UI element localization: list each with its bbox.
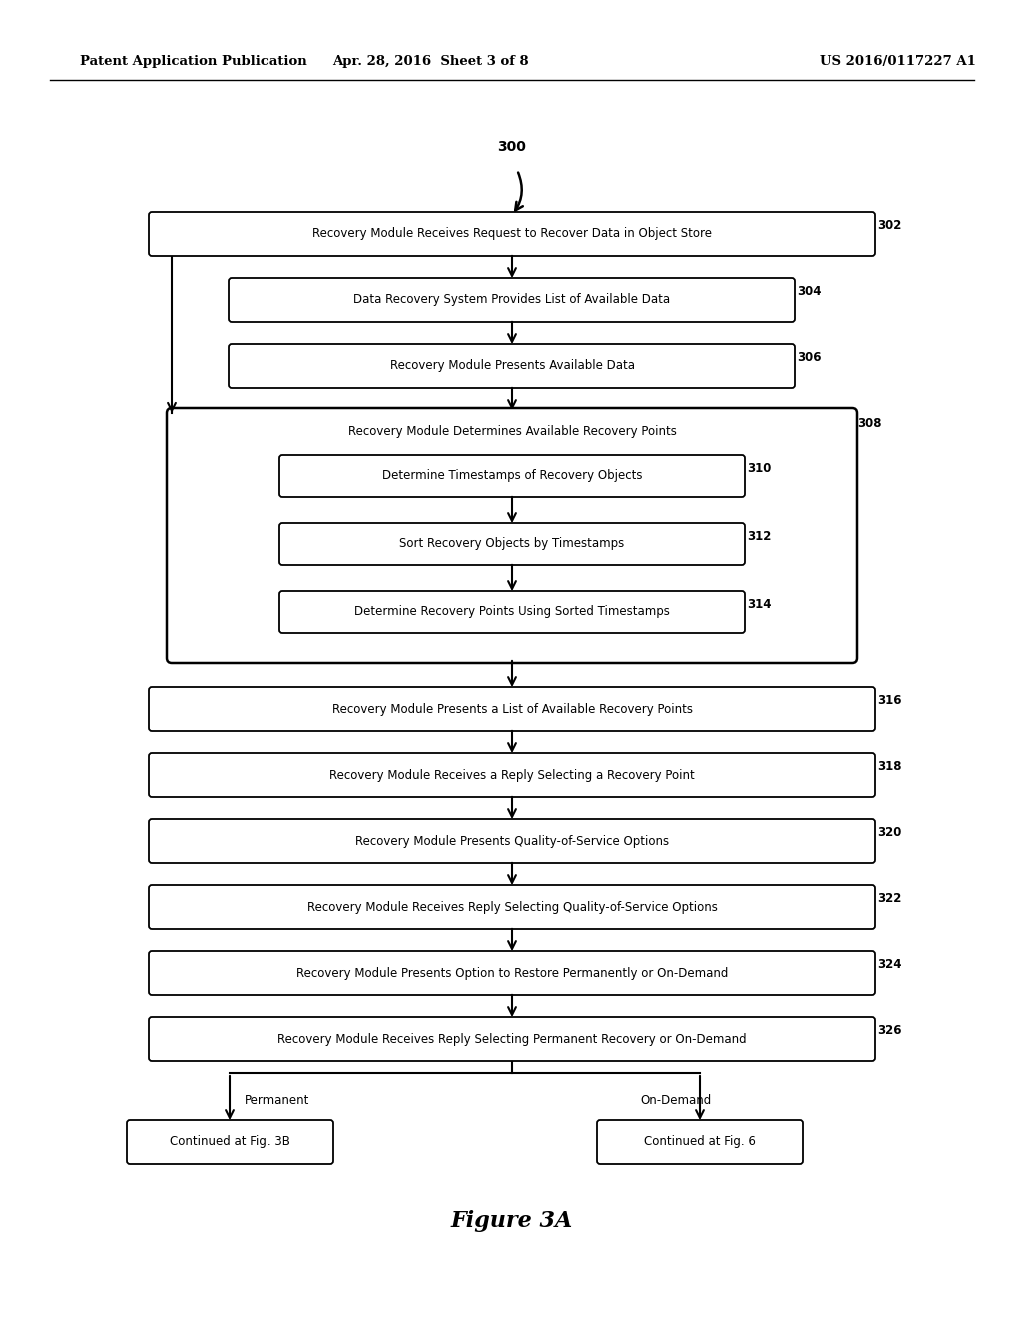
Text: 318: 318 — [877, 760, 901, 774]
FancyBboxPatch shape — [150, 818, 874, 863]
Text: Continued at Fig. 3B: Continued at Fig. 3B — [170, 1135, 290, 1148]
Text: Recovery Module Receives Reply Selecting Permanent Recovery or On-Demand: Recovery Module Receives Reply Selecting… — [278, 1032, 746, 1045]
Text: Determine Recovery Points Using Sorted Timestamps: Determine Recovery Points Using Sorted T… — [354, 606, 670, 619]
Text: Recovery Module Receives Request to Recover Data in Object Store: Recovery Module Receives Request to Reco… — [312, 227, 712, 240]
Text: Apr. 28, 2016  Sheet 3 of 8: Apr. 28, 2016 Sheet 3 of 8 — [332, 55, 528, 69]
FancyBboxPatch shape — [167, 408, 857, 663]
Text: Recovery Module Presents Option to Restore Permanently or On-Demand: Recovery Module Presents Option to Resto… — [296, 966, 728, 979]
Text: Recovery Module Presents Quality-of-Service Options: Recovery Module Presents Quality-of-Serv… — [355, 834, 669, 847]
Text: Recovery Module Presents a List of Available Recovery Points: Recovery Module Presents a List of Avail… — [332, 702, 692, 715]
Text: 312: 312 — [746, 531, 771, 543]
FancyBboxPatch shape — [279, 523, 745, 565]
FancyBboxPatch shape — [150, 950, 874, 995]
Text: 308: 308 — [857, 417, 882, 430]
Text: Sort Recovery Objects by Timestamps: Sort Recovery Objects by Timestamps — [399, 537, 625, 550]
FancyBboxPatch shape — [150, 884, 874, 929]
FancyBboxPatch shape — [150, 686, 874, 731]
FancyBboxPatch shape — [279, 455, 745, 498]
Text: 300: 300 — [498, 140, 526, 154]
Text: 310: 310 — [746, 462, 771, 475]
Text: Recovery Module Receives Reply Selecting Quality-of-Service Options: Recovery Module Receives Reply Selecting… — [306, 900, 718, 913]
Text: Patent Application Publication: Patent Application Publication — [80, 55, 307, 69]
Text: Continued at Fig. 6: Continued at Fig. 6 — [644, 1135, 756, 1148]
FancyBboxPatch shape — [150, 1016, 874, 1061]
Text: On-Demand: On-Demand — [640, 1094, 712, 1107]
FancyBboxPatch shape — [229, 345, 795, 388]
FancyBboxPatch shape — [597, 1119, 803, 1164]
FancyBboxPatch shape — [150, 752, 874, 797]
Text: Data Recovery System Provides List of Available Data: Data Recovery System Provides List of Av… — [353, 293, 671, 306]
Text: Determine Timestamps of Recovery Objects: Determine Timestamps of Recovery Objects — [382, 470, 642, 483]
FancyBboxPatch shape — [150, 213, 874, 256]
Text: 314: 314 — [746, 598, 771, 611]
FancyBboxPatch shape — [127, 1119, 333, 1164]
FancyBboxPatch shape — [279, 591, 745, 634]
Text: Recovery Module Presents Available Data: Recovery Module Presents Available Data — [389, 359, 635, 372]
Text: 322: 322 — [877, 892, 901, 906]
Text: 306: 306 — [797, 351, 821, 364]
Text: 326: 326 — [877, 1024, 901, 1038]
Text: Recovery Module Receives a Reply Selecting a Recovery Point: Recovery Module Receives a Reply Selecti… — [329, 768, 695, 781]
FancyBboxPatch shape — [229, 279, 795, 322]
Text: 320: 320 — [877, 826, 901, 840]
Text: 302: 302 — [877, 219, 901, 232]
Text: 316: 316 — [877, 694, 901, 708]
Text: 304: 304 — [797, 285, 821, 298]
Text: US 2016/0117227 A1: US 2016/0117227 A1 — [820, 55, 976, 69]
Text: Figure 3A: Figure 3A — [451, 1210, 573, 1232]
Text: Permanent: Permanent — [245, 1094, 309, 1107]
Text: Recovery Module Determines Available Recovery Points: Recovery Module Determines Available Rec… — [347, 425, 677, 437]
Text: 324: 324 — [877, 958, 901, 972]
